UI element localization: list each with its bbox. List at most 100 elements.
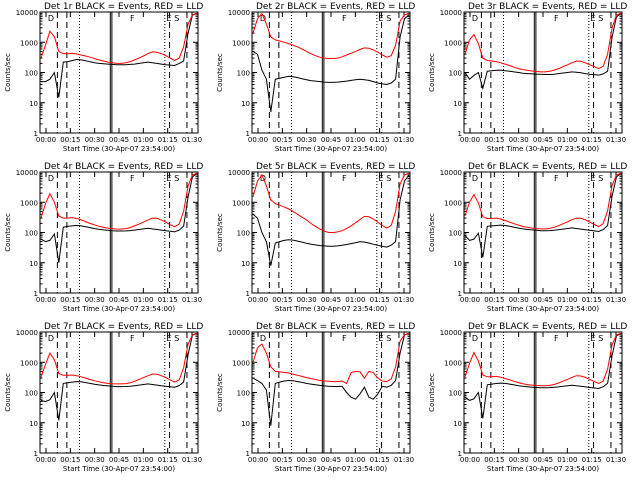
y-tick-label: 1000 <box>444 39 462 47</box>
x-tick-label: 01:00 <box>557 136 577 144</box>
marker-label: S <box>598 174 603 183</box>
chart-panel: Det 6r BLACK = Events, RED = LLD Counts/s… <box>428 162 627 313</box>
marker-label: D <box>48 14 54 23</box>
x-tick-label: 00:30 <box>85 296 105 304</box>
lld-series-line <box>464 332 622 387</box>
plot-frame <box>39 171 199 294</box>
x-tick-label: 01:00 <box>345 456 365 464</box>
marker-label: D <box>48 174 54 183</box>
x-tick-label: 01:15 <box>158 296 178 304</box>
x-tick-label: 01:00 <box>345 296 365 304</box>
y-tick-label: 100 <box>25 230 38 238</box>
y-tick-label: 1000 <box>232 359 250 367</box>
chart-title: Det 2r BLACK = Events, RED = LLD <box>256 2 415 12</box>
y-axis-label: Counts/sec <box>216 373 224 412</box>
y-tick-label: 10000 <box>228 9 250 17</box>
x-tick-label: 00:45 <box>321 136 341 144</box>
y-axis-label: Counts/sec <box>428 213 436 252</box>
events-series-line <box>252 14 410 112</box>
x-tick-label: 00:30 <box>85 136 105 144</box>
y-tick-label: 1 <box>246 290 250 298</box>
chart-title: Det 7r BLACK = Events, RED = LLD <box>44 322 203 332</box>
y-tick-label: 1000 <box>232 199 250 207</box>
marker-label: S <box>386 14 391 23</box>
y-tick-label: 100 <box>25 70 38 78</box>
marker-label: S <box>386 334 391 343</box>
x-tick-label: 00:00 <box>36 296 56 304</box>
x-tick-label: 01:00 <box>133 296 153 304</box>
chart-panel: Det 4r BLACK = Events, RED = LLD Counts/s… <box>4 162 203 313</box>
chart-title: Det 4r BLACK = Events, RED = LLD <box>44 162 203 172</box>
marker-label: S <box>386 174 391 183</box>
events-series-line <box>252 332 410 426</box>
marker-label: F <box>130 334 135 343</box>
x-tick-label: 01:30 <box>182 296 202 304</box>
x-tick-label: 00:15 <box>484 456 504 464</box>
marker-label: F <box>554 334 559 343</box>
chart-panel: Det 5r BLACK = Events, RED = LLD Counts/s… <box>216 162 415 313</box>
x-tick-label: 01:30 <box>394 456 414 464</box>
marker-label: F <box>342 14 347 23</box>
marker-label: D <box>260 334 266 343</box>
y-tick-label: 10000 <box>16 329 38 337</box>
marker-label: D <box>472 14 478 23</box>
plot-frame <box>463 171 623 294</box>
chart-panel: Det 8r BLACK = Events, RED = LLD Counts/s… <box>216 322 415 473</box>
y-tick-label: 100 <box>449 230 462 238</box>
y-tick-label: 1000 <box>20 39 38 47</box>
y-tick-label: 1 <box>246 130 250 138</box>
marker-label: E <box>590 14 595 23</box>
events-series-line <box>464 172 622 258</box>
x-tick-label: 00:15 <box>272 136 292 144</box>
x-tick-label: 00:00 <box>460 296 480 304</box>
marker-label: E <box>166 334 171 343</box>
chart-panel: Det 7r BLACK = Events, RED = LLD Counts/s… <box>4 322 203 473</box>
x-tick-label: 01:15 <box>158 136 178 144</box>
x-tick-label: 00:00 <box>460 136 480 144</box>
chart-title: Det 6r BLACK = Events, RED = LLD <box>468 162 627 172</box>
x-tick-label: 00:15 <box>60 456 80 464</box>
x-axis-label: Start Time (30-Apr-07 23:54:00) <box>487 465 599 473</box>
y-tick-label: 100 <box>237 390 250 398</box>
lld-series-line <box>252 172 410 233</box>
y-axis-label: Counts/sec <box>428 373 436 412</box>
y-tick-label: 10000 <box>440 9 462 17</box>
events-series-line <box>40 172 198 263</box>
plot-frame <box>251 331 411 454</box>
x-tick-label: 01:30 <box>394 296 414 304</box>
x-tick-label: 01:30 <box>606 456 626 464</box>
x-tick-label: 00:30 <box>297 456 317 464</box>
x-tick-label: 00:00 <box>248 136 268 144</box>
x-tick-label: 00:45 <box>109 456 129 464</box>
x-tick-label: 01:15 <box>582 296 602 304</box>
y-tick-label: 10 <box>29 100 38 108</box>
y-tick-label: 10 <box>453 260 462 268</box>
chart-title: Det 9r BLACK = Events, RED = LLD <box>468 322 627 332</box>
y-tick-label: 10000 <box>228 329 250 337</box>
x-axis-label: Start Time (30-Apr-07 23:54:00) <box>487 145 599 153</box>
marker-label: S <box>174 174 179 183</box>
chart-title: Det 3r BLACK = Events, RED = LLD <box>468 2 627 12</box>
y-tick-label: 1 <box>458 450 462 458</box>
plot-frame <box>251 11 411 134</box>
y-tick-label: 1000 <box>444 359 462 367</box>
x-tick-label: 01:00 <box>557 296 577 304</box>
x-tick-label: 00:45 <box>533 456 553 464</box>
x-axis-label: Start Time (30-Apr-07 23:54:00) <box>275 305 387 313</box>
x-tick-label: 01:30 <box>182 136 202 144</box>
y-tick-label: 10000 <box>16 169 38 177</box>
x-axis-label: Start Time (30-Apr-07 23:54:00) <box>63 145 175 153</box>
plot-frame <box>39 11 199 134</box>
x-tick-label: 00:15 <box>484 136 504 144</box>
x-tick-label: 00:30 <box>297 296 317 304</box>
x-tick-label: 00:30 <box>509 136 529 144</box>
y-tick-label: 100 <box>237 70 250 78</box>
events-series-line <box>41 12 198 98</box>
marker-label: F <box>130 174 135 183</box>
chart-title: Det 1r BLACK = Events, RED = LLD <box>44 2 203 12</box>
x-tick-label: 01:00 <box>133 456 153 464</box>
marker-label: F <box>342 174 347 183</box>
y-axis-label: Counts/sec <box>4 213 12 252</box>
y-tick-label: 10 <box>453 100 462 108</box>
y-tick-label: 1 <box>458 130 462 138</box>
